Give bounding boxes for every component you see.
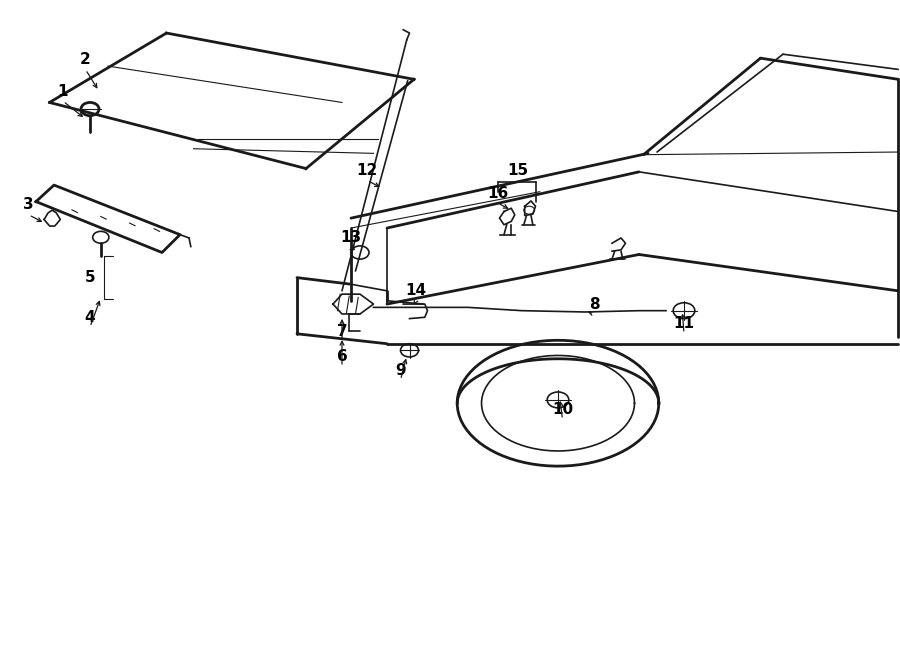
Text: 4: 4 xyxy=(85,310,95,325)
Text: 5: 5 xyxy=(85,270,95,285)
Text: 10: 10 xyxy=(552,403,573,417)
Text: 16: 16 xyxy=(487,186,508,200)
Text: 1: 1 xyxy=(58,84,68,98)
Text: 6: 6 xyxy=(337,350,347,364)
Text: 15: 15 xyxy=(507,163,528,178)
Text: 11: 11 xyxy=(673,317,695,331)
Text: 2: 2 xyxy=(80,52,91,67)
Text: 12: 12 xyxy=(356,163,378,178)
Text: 9: 9 xyxy=(395,363,406,377)
Text: 8: 8 xyxy=(589,297,599,311)
Text: 13: 13 xyxy=(340,231,362,245)
Text: 7: 7 xyxy=(337,325,347,339)
Text: 3: 3 xyxy=(23,198,34,212)
Text: 14: 14 xyxy=(405,284,427,298)
